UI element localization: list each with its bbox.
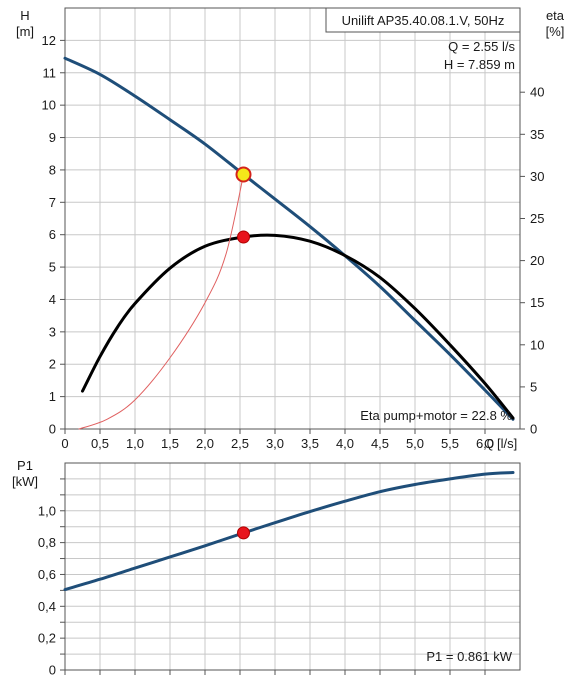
efficiency-operating-point (237, 230, 250, 244)
head-operating-point (235, 166, 252, 183)
p1-tick-label: 0,8 (38, 535, 56, 550)
h-tick-label: 2 (49, 357, 56, 372)
q-axis-title: Q (484, 436, 494, 451)
eta-tick-label: 5 (530, 379, 537, 394)
q-tick-label: 5,0 (406, 436, 424, 451)
q-tick-label: 1,5 (161, 436, 179, 451)
h-tick-label: 1 (49, 389, 56, 404)
h-tick-label: 0 (49, 422, 56, 437)
head-curve (63, 56, 515, 421)
efficiency-curve (81, 233, 515, 420)
eta-tick-label: 30 (530, 169, 544, 184)
h-tick-label: 11 (43, 65, 57, 80)
chart-title: Unilift AP35.40.08.1.V, 50Hz (342, 13, 505, 28)
h-axis-title: H (20, 8, 29, 23)
bottom-gridlines (65, 463, 520, 670)
q-tick-label: 4,5 (371, 436, 389, 451)
p1-tick-label: 0,2 (38, 631, 56, 646)
system-curve (78, 173, 244, 430)
p1-tick-label: 1,0 (38, 503, 56, 518)
p1-axis-title: P1 (17, 458, 33, 473)
h-tick-label: 8 (49, 162, 56, 177)
q-tick-label: 4,0 (336, 436, 354, 451)
h-tick-label: 7 (49, 195, 56, 210)
eta-tick-label: 25 (530, 211, 544, 226)
h-annotation: H = 7.859 m (444, 57, 515, 72)
h-axis-unit: [m] (16, 24, 34, 39)
q-tick-label: 2,5 (231, 436, 249, 451)
q-axis-unit: [l/s] (497, 436, 517, 451)
p1-annotation: P1 = 0.861 kW (426, 649, 512, 664)
bottom-plot-frame (64, 462, 521, 671)
bottom-axis-ticks: 0 0,2 0,4 0,6 0,8 1,0 (38, 478, 486, 678)
h-tick-label: 5 (49, 260, 56, 275)
top-series-layer (63, 56, 515, 430)
top-axis-ticks: 0 0,5 1,0 1,5 2,0 2,5 3,0 3,5 4,0 4,5 5,0 5,5 6,0012… (42, 33, 545, 451)
p1-tick-label: 0,6 (38, 567, 56, 582)
title-box (325, 7, 521, 33)
q-tick-label: 3,0 (266, 436, 284, 451)
q-annotation: Q = 2.55 l/s (448, 39, 515, 54)
bottom-series-layer (63, 471, 515, 592)
eta-tick-label: 15 (530, 295, 544, 310)
h-tick-label: 6 (49, 227, 56, 242)
eta-axis-unit: [%] (546, 24, 565, 39)
h-tick-label: 10 (42, 98, 56, 113)
eta-axis-title: eta (546, 8, 565, 23)
h-tick-label: 3 (49, 324, 56, 339)
h-tick-label: 9 (49, 130, 56, 145)
q-tick-label: 2,0 (196, 436, 214, 451)
eta-tick-label: 0 (530, 422, 537, 437)
p1-tick-label: 0,4 (38, 599, 56, 614)
p1-tick-label: 0 (49, 663, 56, 678)
q-tick-label: 5,5 (441, 436, 459, 451)
eta-tick-label: 40 (530, 85, 544, 100)
eta-tick-label: 20 (530, 253, 544, 268)
q-tick-label: 6,0 (476, 436, 494, 451)
top-gridlines (65, 8, 520, 429)
q-tick-label: 0 (61, 436, 68, 451)
q-tick-label: 0,5 (91, 436, 109, 451)
eta-tick-label: 35 (530, 127, 544, 142)
power-curve (63, 471, 515, 592)
power-operating-point (237, 526, 250, 540)
eta-tick-label: 10 (530, 337, 544, 352)
p1-axis-unit: [kW] (12, 474, 38, 489)
q-tick-label: 1,0 (126, 436, 144, 451)
q-tick-label: 3,5 (301, 436, 319, 451)
h-tick-label: 4 (49, 292, 56, 307)
h-tick-label: 12 (42, 33, 56, 48)
eta-annotation: Eta pump+motor = 22.8 % (360, 408, 512, 423)
